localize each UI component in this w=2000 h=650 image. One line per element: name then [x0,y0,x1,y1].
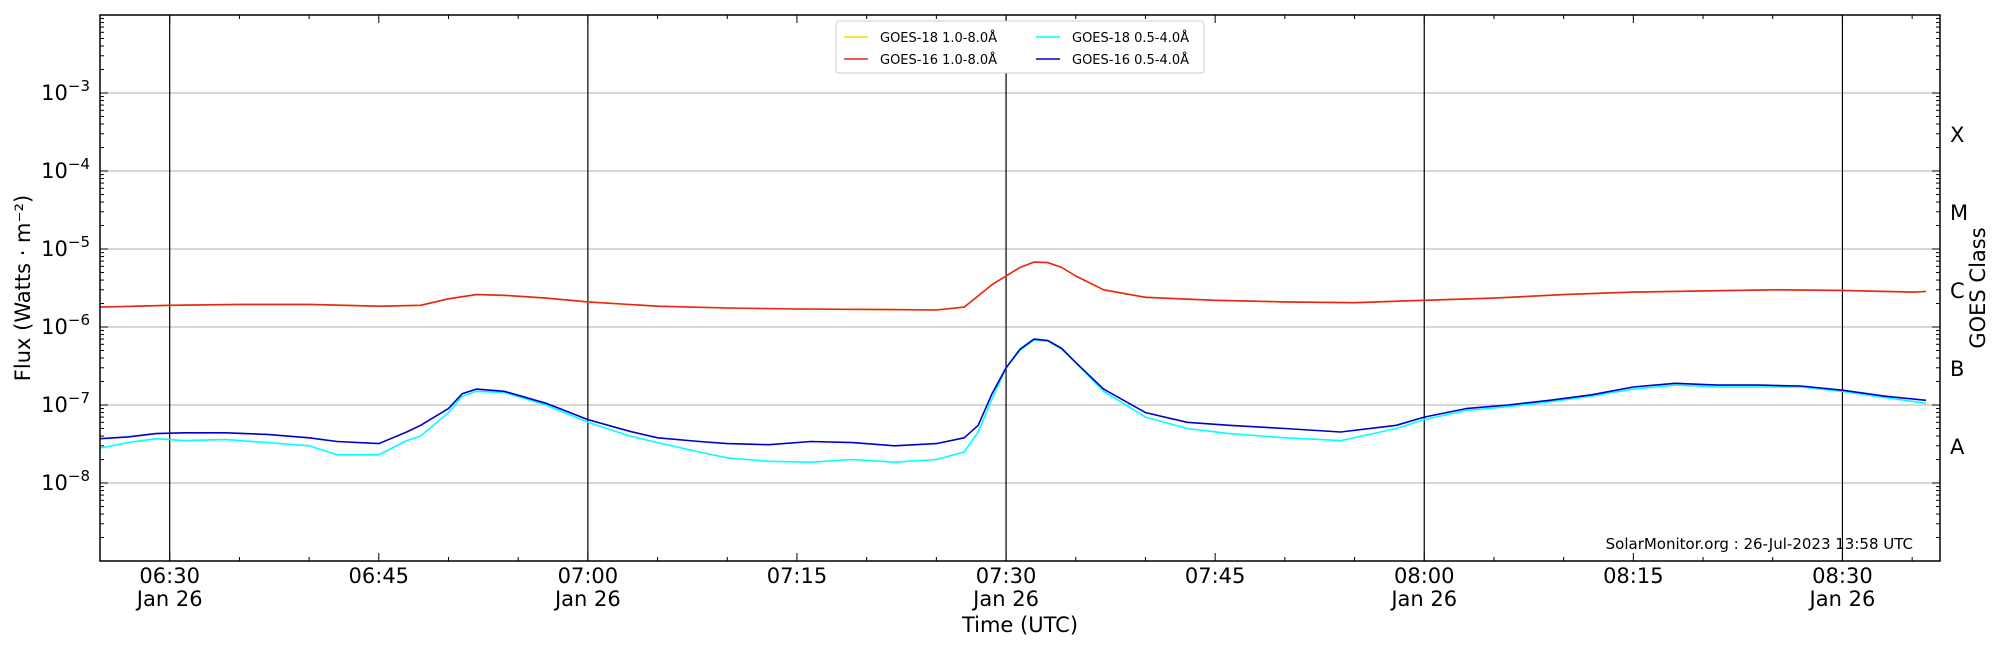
axis-ticks [99,15,1940,562]
series-line-4 [99,338,1927,447]
y-tick-labels: 10−8 10−7 10−6 10−5 10−4 10−3 [41,77,90,495]
x-tick-label: 08:30 [1812,564,1873,588]
horizontal-grid [100,92,1940,484]
x-tick-label: 07:45 [1185,564,1246,588]
x-tick-date-label: Jan 26 [553,587,621,611]
y-tick-label: 10−3 [41,77,90,105]
y2-axis-title: GOES Class [1966,227,1990,348]
x-tick-date-label: Jan 26 [971,587,1039,611]
legend-label: GOES-16 1.0-8.0Å [880,52,997,68]
x-tick-label: 08:15 [1603,564,1664,588]
x-tick-date-label: Jan 26 [1808,587,1876,611]
goes-class-labels: A B C M X [1950,123,1968,459]
y-tick-label: 10−5 [41,233,90,261]
legend-box [835,20,1205,74]
watermark: SolarMonitor.org : 26-Jul-2023 13:58 UTC [1606,535,1913,553]
y-tick-label: 10−6 [41,311,90,339]
series-lines [99,261,1927,464]
vertical-time-lines [169,15,1844,561]
goes-class-label: C [1950,279,1965,303]
goes-class-label: X [1950,123,1964,147]
y-tick-label: 10−4 [41,155,90,183]
x-tick-label: 08:00 [1394,564,1455,588]
x-tick-date-label: Jan 26 [1389,587,1457,611]
goes-class-label: B [1950,357,1964,381]
x-tick-label: 07:00 [558,564,619,588]
series-line-3 [99,339,1927,464]
x-tick-date-label: Jan 26 [135,587,203,611]
plot-frame [99,14,1941,562]
legend-label: GOES-18 1.0-8.0Å [880,30,997,46]
y-axis-title: Flux (Watts · m⁻²) [11,195,35,381]
goes-class-label: M [1950,201,1968,225]
y-tick-label: 10−8 [41,467,90,495]
y-tick-label: 10−7 [41,389,90,417]
legend-label: GOES-18 0.5-4.0Å [1072,30,1189,46]
plot-background [100,15,1940,561]
legend-label: GOES-16 0.5-4.0Å [1072,52,1189,68]
legend: GOES-18 1.0-8.0Å GOES-16 1.0-8.0Å GOES-18 … [835,20,1205,74]
goes-class-label: A [1950,435,1965,459]
x-tick-label: 06:30 [139,564,200,588]
x-tick-label: 07:15 [767,564,828,588]
x-tick-label: 06:45 [349,564,410,588]
series-line-2 [99,261,1927,311]
x-axis-title: Time (UTC) [961,613,1078,637]
x-tick-label: 07:30 [976,564,1037,588]
